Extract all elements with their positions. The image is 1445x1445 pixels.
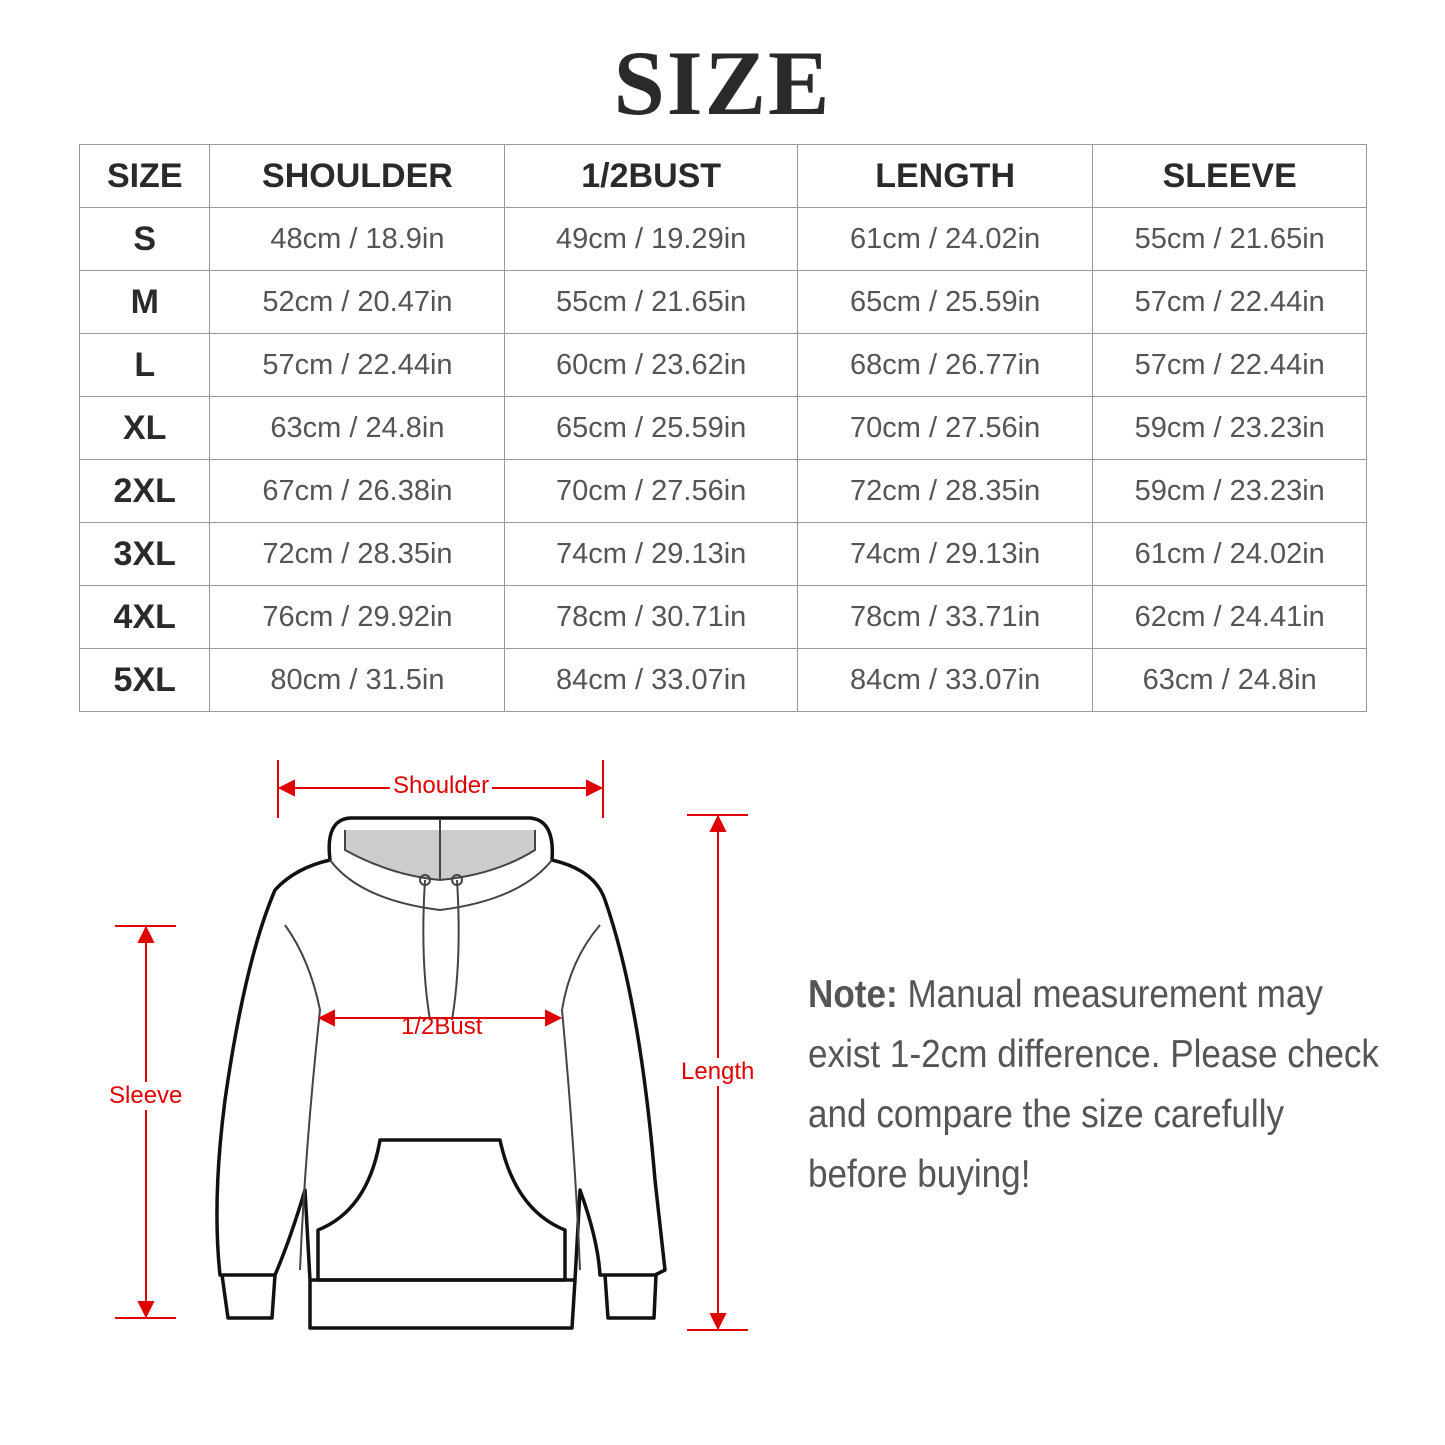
size-cell: 2XL bbox=[78, 459, 211, 523]
measurement-cell: 57cm / 22.44in bbox=[1092, 270, 1367, 334]
measurement-cell: 57cm / 22.44in bbox=[1092, 333, 1367, 397]
measurement-cell: 62cm / 24.41in bbox=[1092, 585, 1367, 649]
size-table: SIZE SHOULDER 1/2BUST LENGTH SLEEVE S 48cm / … bbox=[78, 144, 1367, 712]
measurement-cell: 84cm / 33.07in bbox=[504, 648, 798, 712]
measurement-cell: 76cm / 29.92in bbox=[209, 585, 506, 649]
hoodie-details bbox=[284, 820, 601, 1271]
measurement-cell: 84cm / 33.07in bbox=[796, 648, 1094, 712]
bust-label: 1/2Bust bbox=[401, 1013, 483, 1040]
measurement-cell: 72cm / 28.35in bbox=[209, 522, 506, 586]
column-header: SIZE bbox=[78, 144, 211, 208]
measurement-cell: 70cm / 27.56in bbox=[504, 459, 798, 523]
measurement-cell: 70cm / 27.56in bbox=[796, 396, 1094, 460]
table-row: 3XL 72cm / 28.35in 74cm / 29.13in 74cm / 29… bbox=[78, 522, 1367, 586]
hoodie-outline bbox=[215, 816, 667, 1330]
measurement-cell: 55cm / 21.65in bbox=[504, 270, 798, 334]
measurement-cell: 48cm / 18.9in bbox=[209, 207, 506, 271]
measurement-cell: 78cm / 30.71in bbox=[504, 585, 798, 649]
measurement-cell: 61cm / 24.02in bbox=[1092, 522, 1367, 586]
sleeve-label: Sleeve bbox=[106, 1082, 186, 1110]
measurement-cell: 67cm / 26.38in bbox=[209, 459, 506, 523]
measurement-cell: 80cm / 31.5in bbox=[209, 648, 506, 712]
size-cell: M bbox=[78, 270, 211, 334]
column-header: SLEEVE bbox=[1092, 144, 1367, 208]
table-row: L 57cm / 22.44in 60cm / 23.62in 68cm / 26.7… bbox=[78, 333, 1367, 397]
size-cell: 3XL bbox=[78, 522, 211, 586]
column-header: 1/2BUST bbox=[504, 144, 798, 208]
measurement-cell: 60cm / 23.62in bbox=[504, 333, 798, 397]
table-row: 5XL 80cm / 31.5in 84cm / 33.07in 84cm / 33.… bbox=[78, 648, 1367, 712]
column-header: LENGTH bbox=[796, 144, 1094, 208]
measurement-cell: 65cm / 25.59in bbox=[796, 270, 1094, 334]
measurement-cell: 74cm / 29.13in bbox=[796, 522, 1094, 586]
measurement-cell: 57cm / 22.44in bbox=[209, 333, 506, 397]
measurement-cell: 59cm / 23.23in bbox=[1092, 396, 1367, 460]
page-title: SIZE bbox=[613, 32, 832, 134]
size-cell: L bbox=[78, 333, 211, 397]
table-row: 2XL 67cm / 26.38in 70cm / 27.56in 72cm / 28… bbox=[78, 459, 1367, 523]
measurement-cell: 74cm / 29.13in bbox=[504, 522, 798, 586]
measurement-cell: 49cm / 19.29in bbox=[504, 207, 798, 271]
note-body: Manual measurement may exist 1-2cm diffe… bbox=[808, 973, 1379, 1196]
table-row: M 52cm / 20.47in 55cm / 21.65in 65cm / 25.5… bbox=[78, 270, 1367, 334]
measurement-cell: 65cm / 25.59in bbox=[504, 396, 798, 460]
measurement-cell: 59cm / 23.23in bbox=[1092, 459, 1367, 523]
size-cell: 5XL bbox=[78, 648, 211, 712]
measurement-cell: 72cm / 28.35in bbox=[796, 459, 1094, 523]
measurement-cell: 63cm / 24.8in bbox=[209, 396, 506, 460]
measurement-cell: 68cm / 26.77in bbox=[796, 333, 1094, 397]
note-text: Note: Manual measurement may exist 1-2cm… bbox=[808, 965, 1384, 1205]
table-row: S 48cm / 18.9in 49cm / 19.29in 61cm / 24.02… bbox=[78, 207, 1367, 271]
table-row: XL 63cm / 24.8in 65cm / 25.59in 70cm / 27.5… bbox=[78, 396, 1367, 460]
measurement-cell: 52cm / 20.47in bbox=[209, 270, 506, 334]
measurement-cell: 63cm / 24.8in bbox=[1092, 648, 1367, 712]
note-label: Note: bbox=[808, 973, 898, 1016]
length-label: Length bbox=[678, 1058, 758, 1086]
measurement-cell: 55cm / 21.65in bbox=[1092, 207, 1367, 271]
size-cell: S bbox=[78, 207, 211, 271]
shoulder-label: Shoulder bbox=[390, 772, 493, 800]
size-cell: 4XL bbox=[78, 585, 211, 649]
